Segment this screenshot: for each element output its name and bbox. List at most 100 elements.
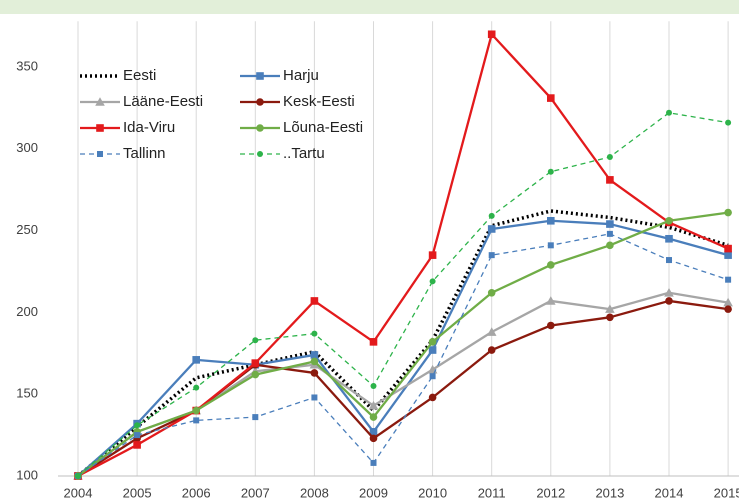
legend-label: Tallinn <box>123 145 166 162</box>
data-point <box>311 330 318 337</box>
data-point <box>605 304 615 313</box>
data-point <box>547 94 555 102</box>
data-point <box>547 168 554 175</box>
data-point <box>133 441 141 449</box>
data-point <box>488 212 495 219</box>
data-point <box>75 473 81 479</box>
data-point <box>368 400 379 410</box>
data-point <box>487 225 496 233</box>
data-point <box>666 257 672 264</box>
data-point <box>725 276 732 283</box>
data-point <box>251 370 260 379</box>
data-point <box>488 252 495 259</box>
series-line <box>77 211 729 477</box>
data-point <box>252 414 259 421</box>
y-tick-label: 100 <box>16 467 38 482</box>
series-line <box>77 33 729 478</box>
legend-marker <box>256 124 264 132</box>
data-point <box>369 338 378 346</box>
x-tick-label: 2009 <box>359 485 388 500</box>
data-point <box>665 216 673 225</box>
data-point <box>252 337 259 344</box>
data-point <box>724 244 732 253</box>
series-line <box>77 233 729 477</box>
x-tick-label: 2012 <box>536 485 565 500</box>
data-point <box>134 422 141 429</box>
legend-marker <box>96 124 104 132</box>
data-point <box>487 30 496 39</box>
data-point <box>310 369 319 377</box>
y-tick-label: 300 <box>16 140 38 155</box>
x-tick-label: 2006 <box>182 485 211 500</box>
data-point <box>370 383 377 390</box>
legend-marker <box>256 72 264 80</box>
data-point <box>192 406 200 415</box>
data-point <box>134 432 141 439</box>
data-point <box>725 119 732 126</box>
data-point <box>369 428 378 436</box>
y-tick-label: 200 <box>16 304 38 319</box>
data-point <box>428 338 437 346</box>
data-point <box>369 413 378 421</box>
data-point <box>428 346 437 354</box>
data-point <box>724 208 732 217</box>
x-tick-label: 2013 <box>595 485 624 500</box>
data-point <box>310 357 319 366</box>
x-tick-label: 2014 <box>655 485 684 500</box>
legend-label: Ida-Viru <box>123 119 175 136</box>
y-tick-label: 250 <box>16 222 38 237</box>
data-point <box>606 153 613 160</box>
data-point <box>311 394 318 401</box>
data-point <box>723 297 733 307</box>
legend-marker <box>95 97 105 106</box>
data-point <box>606 313 614 322</box>
legend-marker <box>97 151 103 157</box>
data-point <box>428 393 437 402</box>
data-point <box>547 216 555 225</box>
legend-label: ..Tartu <box>283 145 325 162</box>
data-point <box>606 176 614 184</box>
data-point <box>724 305 732 313</box>
x-tick-label: 2008 <box>300 485 329 500</box>
data-point <box>547 321 555 330</box>
data-point <box>665 234 673 243</box>
data-point <box>310 297 319 305</box>
x-tick-label: 2015 <box>714 485 739 500</box>
data-point <box>666 109 672 116</box>
data-point <box>606 241 614 250</box>
legend-label: Kesk-Eesti <box>283 93 355 110</box>
top-strip <box>0 0 739 14</box>
legend-label: Lääne-Eesti <box>123 93 203 110</box>
legend-marker <box>256 98 264 106</box>
legend-label: Lõuna-Eesti <box>283 119 363 136</box>
data-point <box>487 288 496 297</box>
data-point <box>606 230 613 237</box>
x-tick-label: 2004 <box>64 485 93 500</box>
series-line <box>77 291 729 477</box>
data-point <box>193 417 200 424</box>
y-tick-label: 350 <box>16 58 38 73</box>
data-point <box>546 296 556 305</box>
data-point <box>547 261 555 269</box>
data-point <box>192 356 200 364</box>
data-point <box>486 327 497 336</box>
data-point <box>369 434 378 443</box>
data-point <box>429 373 436 380</box>
data-point <box>429 278 436 285</box>
data-point <box>606 220 614 228</box>
data-point <box>193 384 200 391</box>
series-line <box>76 209 729 478</box>
data-point <box>724 251 732 259</box>
data-point <box>428 251 437 259</box>
x-tick-label: 2010 <box>418 485 447 500</box>
data-point <box>547 242 554 249</box>
data-point <box>665 297 673 305</box>
x-tick-label: 2011 <box>478 485 506 500</box>
data-point <box>310 351 319 359</box>
data-point <box>427 364 438 374</box>
legend-label: Eesti <box>123 67 156 84</box>
data-point <box>370 459 377 466</box>
x-tick-label: 2007 <box>241 485 270 500</box>
